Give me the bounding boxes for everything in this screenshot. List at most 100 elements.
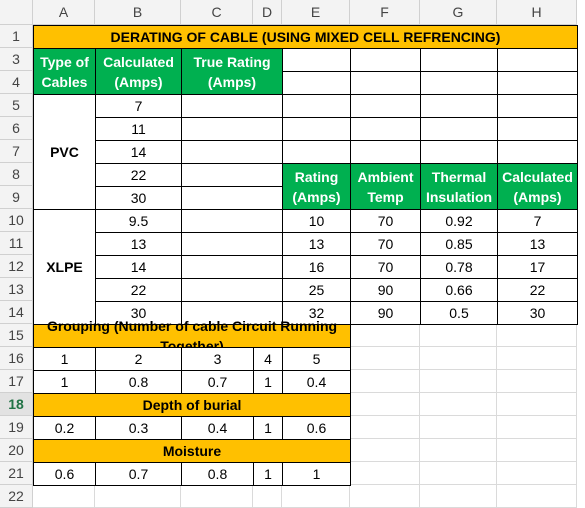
cell-text: 25 (308, 282, 325, 298)
value-cell: 22 (95, 163, 182, 187)
column-header: D (253, 0, 282, 25)
empty-cell (420, 94, 498, 118)
value-cell: 0.92 (420, 209, 498, 233)
cell-text: 0.92 (445, 213, 473, 229)
grid-cell (350, 324, 420, 347)
cell-text: 14 (130, 259, 147, 275)
row-header: 18 (0, 393, 33, 416)
cell-text: (Amps) (513, 188, 562, 205)
cell-text: 6 (12, 120, 20, 136)
cell-text: DERATING OF CABLE (USING MIXED CELL REFR… (110, 29, 501, 45)
cell-text: 0.4 (306, 374, 327, 390)
grid-cell (350, 370, 420, 393)
group-cell: PVC (33, 94, 96, 210)
value-cell: 1 (253, 370, 283, 394)
cell-text: 0.6 (306, 420, 327, 436)
value-cell: 70 (350, 209, 421, 233)
row-header: 10 (0, 209, 33, 232)
cell-text: 7 (134, 98, 143, 114)
grid-cell (420, 485, 497, 508)
value-cell: 30 (95, 186, 182, 210)
row-header: 4 (0, 71, 33, 94)
value-cell: 25 (282, 278, 351, 302)
empty-cell (282, 48, 351, 72)
empty-cell (420, 140, 498, 164)
cell-text: 20 (8, 442, 24, 458)
cell-text: 22 (529, 282, 546, 298)
empty-cell (181, 255, 283, 279)
value-cell: 1 (253, 462, 283, 486)
cell-text: 10 (308, 213, 325, 229)
empty-cell (350, 140, 421, 164)
cell-text: 21 (8, 465, 24, 481)
row-header: 6 (0, 117, 33, 140)
grid-cell (282, 485, 350, 508)
empty-cell (282, 71, 351, 95)
value-cell: 30 (95, 301, 182, 325)
empty-cell (282, 117, 351, 141)
grid-cell (350, 416, 420, 439)
value-cell: 0.8 (181, 462, 254, 486)
grid-cell (497, 462, 577, 485)
column-header: B (95, 0, 181, 25)
value-cell: 1 (282, 462, 351, 486)
column-header: C (181, 0, 253, 25)
cell-text: 12 (8, 258, 24, 274)
grid-cell (420, 416, 497, 439)
empty-cell (497, 48, 578, 72)
cell-text: 14 (8, 304, 24, 320)
cell-text: (Amps) (114, 73, 163, 90)
row-header: 9 (0, 186, 33, 209)
value-cell: 13 (95, 232, 182, 256)
value-cell: 0.4 (181, 416, 254, 440)
empty-cell (497, 94, 578, 118)
empty-cell (350, 48, 421, 72)
cell-text: 30 (130, 190, 147, 206)
cell-text: 70 (377, 236, 394, 252)
cell-text: 90 (377, 305, 394, 321)
grid-cell (420, 370, 497, 393)
row-header: 17 (0, 370, 33, 393)
cell-text: 22 (8, 488, 24, 504)
cell-text: 1 (264, 466, 272, 482)
value-cell: 22 (497, 278, 578, 302)
value-cell: 0.78 (420, 255, 498, 279)
empty-cell (350, 94, 421, 118)
value-cell: 0.4 (282, 370, 351, 394)
grid-cell (497, 485, 577, 508)
cell-text: (Amps) (207, 73, 257, 90)
section-title: Grouping (Number of cable Circuit Runnin… (33, 318, 351, 354)
header-cell: Calculated (Amps) (95, 48, 182, 95)
cell-text: H (531, 4, 542, 20)
cell-text: C (211, 4, 222, 20)
empty-cell (282, 94, 351, 118)
cell-text: 1 (312, 466, 321, 482)
row-header: 20 (0, 439, 33, 462)
row-header: 7 (0, 140, 33, 163)
empty-cell (181, 209, 283, 233)
cell-text: F (380, 4, 389, 20)
cell-text: 0.4 (207, 420, 228, 436)
value-cell: 4 (253, 347, 283, 371)
corner (0, 0, 33, 25)
cell-text: G (452, 4, 464, 20)
value-cell: 13 (497, 232, 578, 256)
value-cell: 22 (95, 278, 182, 302)
row-header: 19 (0, 416, 33, 439)
cell-text: 16 (308, 259, 325, 275)
cell-text: Rating (294, 168, 339, 185)
column-header: E (282, 0, 350, 25)
empty-cell (181, 163, 283, 187)
value-cell: 30 (497, 301, 578, 325)
header-cell: True Rating (Amps) (181, 48, 283, 95)
row-header: 1 (0, 25, 33, 48)
cell-text: Calculated (103, 53, 174, 70)
cell-text: A (58, 4, 69, 20)
row-header: 13 (0, 278, 33, 301)
title-cell: DERATING OF CABLE (USING MIXED CELL REFR… (33, 25, 578, 49)
value-cell: 1 (33, 347, 96, 371)
grid-cell (181, 485, 253, 508)
grid-cell (253, 485, 282, 508)
cell-text: 0.8 (128, 374, 149, 390)
